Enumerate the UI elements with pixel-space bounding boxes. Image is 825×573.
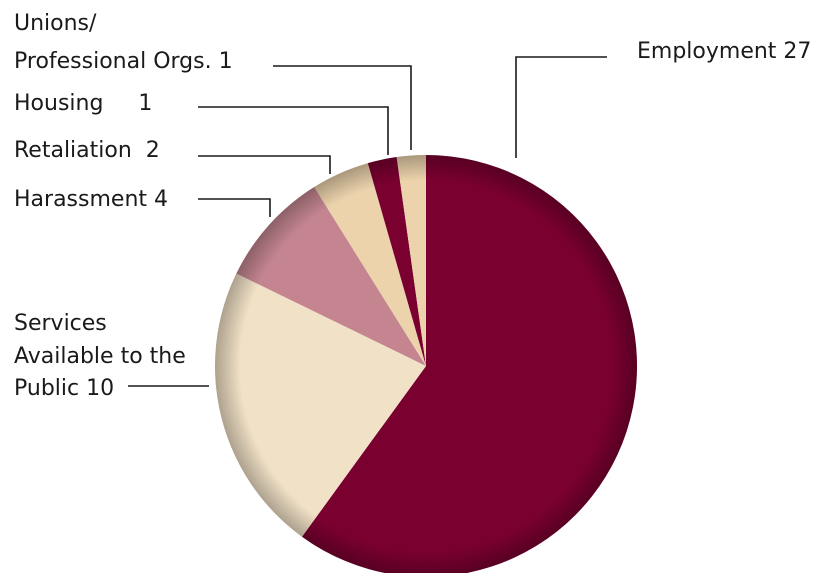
pie-rim-shade (215, 155, 637, 573)
label-retaliation: Retaliation 2 (14, 138, 160, 163)
leader-line-employment (515, 56, 607, 158)
label-harassment: Harassment 4 (14, 187, 168, 212)
leader-line-harassment (198, 198, 271, 217)
leader-line-housing (198, 106, 389, 155)
label-unions: Unions/ Professional Orgs. 1 (0, 0, 254, 74)
leader-line-retaliation (198, 155, 331, 174)
label-services: Services Available to the Public 10 (14, 311, 193, 401)
label-housing: Housing 1 (14, 91, 152, 116)
leader-line-unions (273, 65, 412, 150)
label-employment: Employment 27 (637, 39, 811, 64)
